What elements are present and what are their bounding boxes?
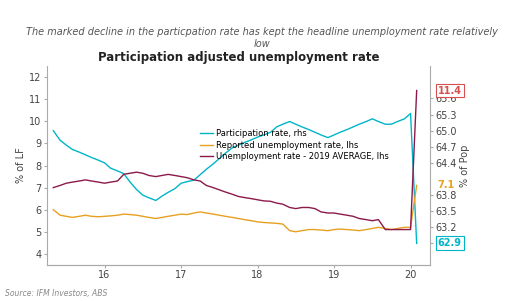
Text: 7.1: 7.1 bbox=[438, 180, 455, 191]
Text: 11.4: 11.4 bbox=[438, 85, 462, 95]
Y-axis label: % of LF: % of LF bbox=[16, 148, 26, 183]
Title: Participation adjusted unemployment rate: Participation adjusted unemployment rate bbox=[97, 51, 379, 64]
Y-axis label: % of Pop: % of Pop bbox=[460, 144, 470, 187]
Legend: Participation rate, rhs, Reported unemployment rate, lhs, Unemployment rate - 20: Participation rate, rhs, Reported unempl… bbox=[196, 126, 392, 165]
Text: Source: IFM Investors, ABS: Source: IFM Investors, ABS bbox=[5, 289, 107, 298]
Text: The marked decline in the particpation rate has kept the headline unemployment r: The marked decline in the particpation r… bbox=[26, 27, 498, 49]
Text: 62.9: 62.9 bbox=[438, 238, 462, 248]
